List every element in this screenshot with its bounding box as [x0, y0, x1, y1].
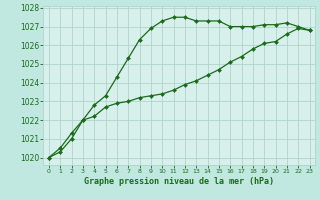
- X-axis label: Graphe pression niveau de la mer (hPa): Graphe pression niveau de la mer (hPa): [84, 177, 274, 186]
